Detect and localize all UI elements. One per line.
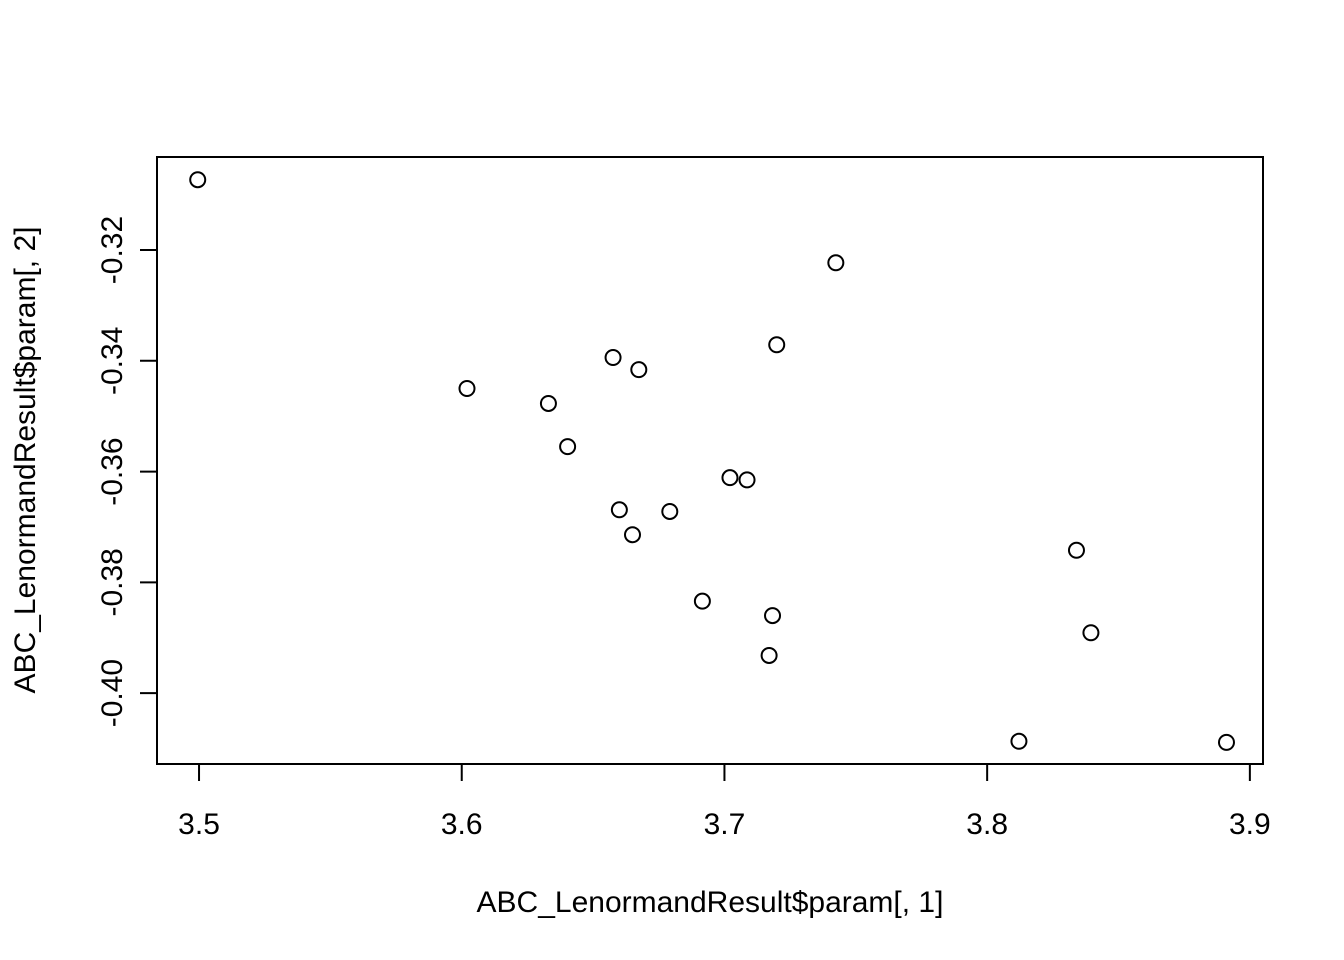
x-axis: 3.5 3.6 3.7 3.8 3.9 [178, 763, 1271, 841]
data-point [539, 394, 557, 412]
y-tick-label: -0.32 [96, 216, 129, 284]
data-point [458, 380, 476, 398]
data-point [721, 469, 739, 487]
data-point [693, 592, 711, 610]
data-point [1217, 733, 1235, 751]
data-point [661, 502, 679, 520]
y-axis-title: ABC_LenormandResult$param[, 2] [9, 227, 42, 694]
data-point [764, 607, 782, 625]
data-point [768, 336, 786, 354]
x-tick-label: 3.8 [966, 808, 1008, 841]
y-axis: -0.32 -0.34 -0.36 -0.38 -0.40 [96, 216, 158, 727]
plot-frame [156, 156, 1264, 765]
x-tick-label: 3.9 [1229, 808, 1271, 841]
data-point [610, 501, 628, 519]
x-tick-label: 3.6 [441, 808, 483, 841]
data-point [1067, 541, 1085, 559]
data-point [604, 348, 622, 366]
data-point [760, 646, 778, 664]
data-point [1010, 732, 1028, 750]
data-point [624, 526, 642, 544]
data-point [189, 171, 207, 189]
y-tick-label: -0.34 [96, 327, 129, 395]
data-point [738, 471, 756, 489]
y-tick-label: -0.40 [96, 659, 129, 727]
x-axis-title: ABC_LenormandResult$param[, 1] [477, 886, 944, 919]
data-point [1082, 624, 1100, 642]
data-point [630, 361, 648, 379]
x-tick-label: 3.7 [704, 808, 746, 841]
data-point [559, 438, 577, 456]
x-tick-label: 3.5 [178, 808, 220, 841]
y-tick-label: -0.38 [96, 548, 129, 616]
y-tick-label: -0.36 [96, 437, 129, 505]
data-point [827, 254, 845, 272]
data-points [189, 171, 1235, 751]
